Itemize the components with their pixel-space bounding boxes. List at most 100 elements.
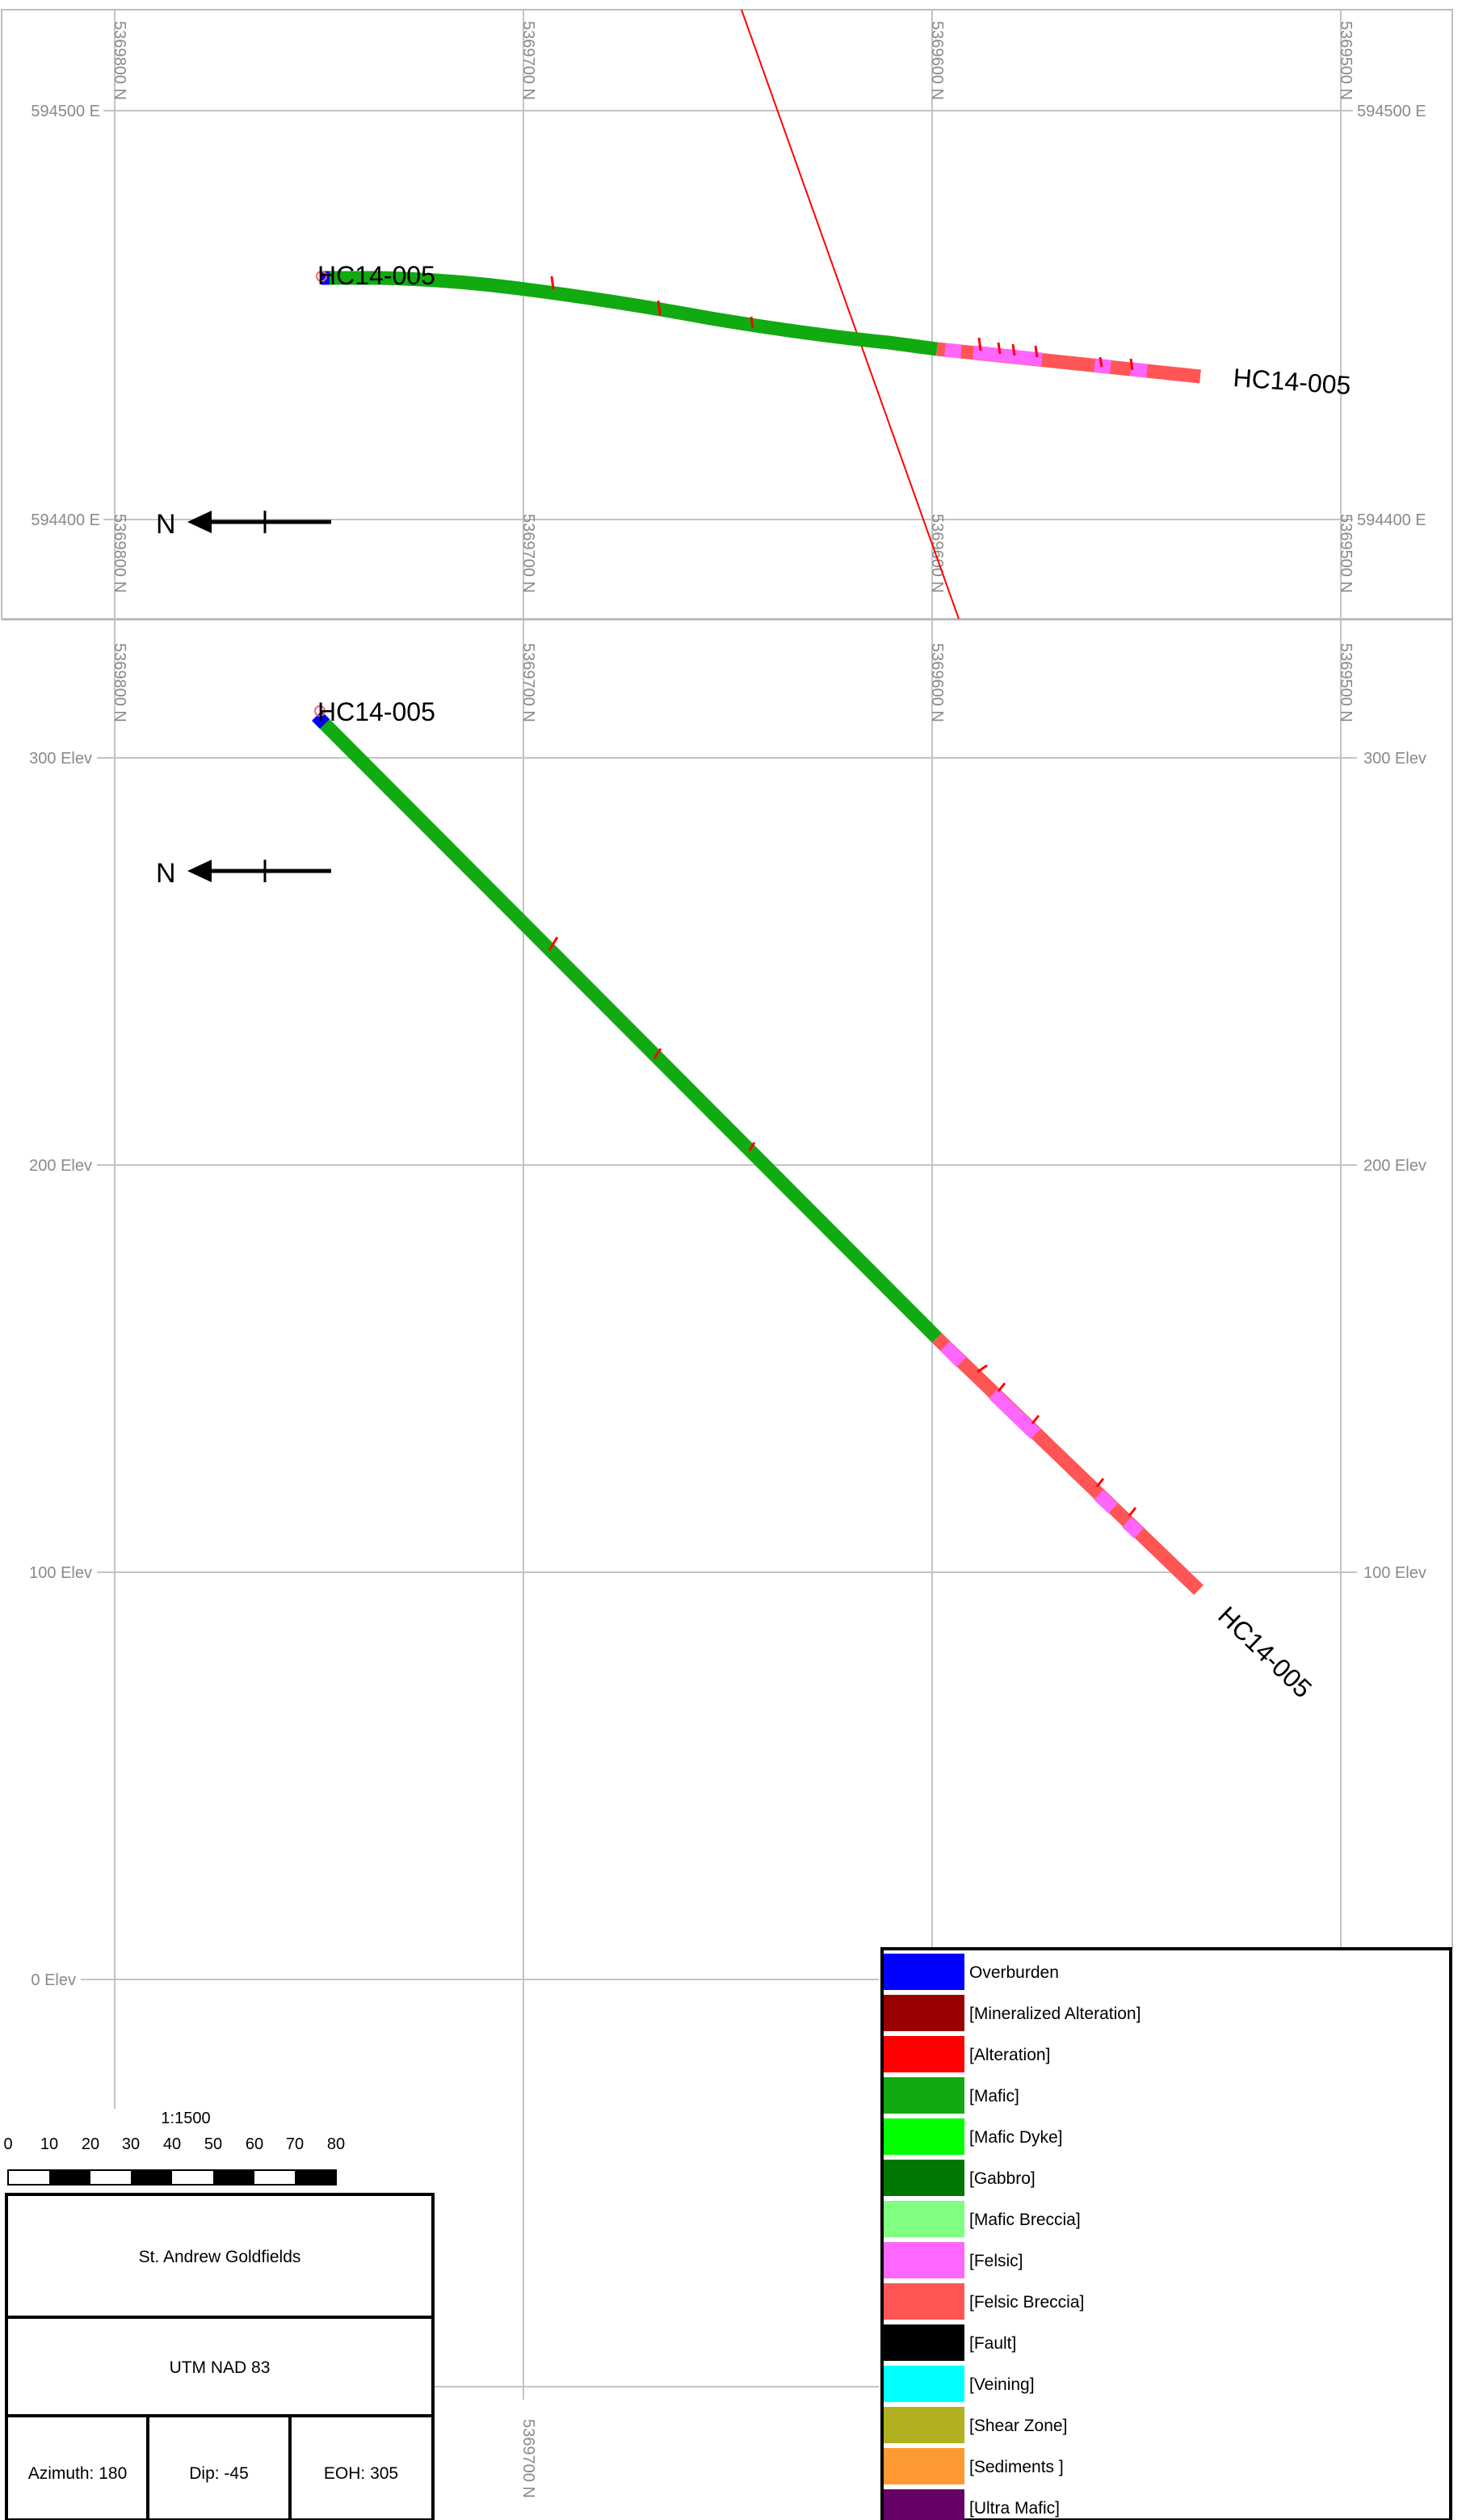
legend-item: Overburden: [884, 1954, 1059, 1990]
plan-y-tick-left: 594500 E: [31, 103, 100, 120]
section-x-tick-top: 5369700 N: [519, 643, 537, 722]
legend-label: [Alteration]: [969, 2046, 1050, 2064]
section-hole-trace-felsic-breccia: [932, 1332, 1204, 1596]
legend: Overburden [Mineralized Alteration] [Alter…: [884, 1954, 1141, 2520]
legend-swatch: [884, 2118, 964, 2155]
legend-item: [Felsic]: [884, 2242, 1023, 2278]
legend-item: [Alteration]: [884, 2036, 1050, 2072]
legend-swatch: [884, 2036, 964, 2072]
title-block: St. Andrew Goldfields UTM NAD 83 Azimuth…: [5, 2193, 435, 2520]
scale-label: 50: [204, 2135, 222, 2153]
legend-label: [Sediments ]: [969, 2458, 1064, 2476]
legend-label: [Felsic]: [969, 2252, 1023, 2270]
legend-swatch: [884, 2489, 964, 2520]
legend-label: [Gabbro]: [969, 2169, 1036, 2188]
company-name: St. Andrew Goldfields: [139, 2248, 301, 2266]
legend-swatch: [884, 1954, 964, 1990]
legend-label: [Felsic Breccia]: [969, 2293, 1084, 2312]
scale-label: 20: [82, 2135, 99, 2153]
plan-x-tick-mid: 5369600 N: [928, 514, 946, 593]
legend-item: [Mineralized Alteration]: [884, 1995, 1141, 2031]
scale-label: 80: [327, 2135, 345, 2153]
legend-item: [Felsic Breccia]: [884, 2283, 1084, 2320]
azimuth: Azimuth: 180: [28, 2464, 128, 2483]
legend-swatch: [884, 2160, 964, 2196]
section-y-tick-right: 300 Elev: [1363, 750, 1426, 768]
scale-label: 40: [163, 2135, 181, 2153]
legend-swatch: [884, 2283, 964, 2320]
section-y-tick-left: 0 Elev: [31, 1971, 76, 1989]
legend-item: [Veining]: [884, 2366, 1035, 2402]
plan-x-tick-mid: 5369700 N: [519, 514, 537, 593]
section-y-tick-left: 300 Elev: [29, 750, 92, 768]
legend-item: [Ultra Mafic]: [884, 2489, 1060, 2520]
legend-swatch: [884, 1995, 964, 2031]
legend-swatch: [884, 2448, 964, 2484]
scale-label: 0: [3, 2135, 12, 2153]
plan-view: 5369800 N 5369700 N 5369600 N 5369500 N …: [1, 9, 1453, 620]
plan-hole-trace-felsic: [973, 345, 1043, 367]
plan-y-tick-right: 594400 E: [1357, 511, 1426, 529]
legend-item: [Mafic Dyke]: [884, 2118, 1063, 2155]
legend-item: [Shear Zone]: [884, 2407, 1067, 2443]
plan-x-tick-mid: 5369800 N: [111, 514, 128, 593]
legend-item: [Mafic]: [884, 2077, 1019, 2114]
legend-label: [Fault]: [969, 2334, 1016, 2353]
scale-ratio: 1:1500: [161, 2110, 210, 2127]
section-alteration-ticks: [548, 936, 1137, 1517]
plan-alteration-ticks: [550, 276, 1134, 371]
legend-item: [Fault]: [884, 2324, 1016, 2361]
scale-label: 70: [286, 2135, 304, 2153]
plan-x-tick-mid: 5369500 N: [1337, 514, 1355, 593]
plan-x-tick-top: 5369700 N: [519, 21, 537, 100]
section-x-tick-bottom: 5369700 N: [519, 2419, 537, 2498]
legend-item: [Gabbro]: [884, 2160, 1036, 2196]
section-hole-trace-mafic: [314, 713, 943, 1344]
datum: UTM NAD 83: [170, 2358, 271, 2377]
section-hole-label-end: HC14-005: [1212, 1601, 1317, 1703]
scale-label: 30: [122, 2135, 140, 2153]
legend-label: [Shear Zone]: [969, 2417, 1067, 2435]
plan-y-tick-right: 594500 E: [1357, 103, 1426, 120]
legend-swatch: [884, 2324, 964, 2361]
legend-swatch: [884, 2366, 964, 2402]
legend-label: Overburden: [969, 1963, 1059, 1982]
section-line: [741, 9, 960, 620]
section-y-tick-right: 200 Elev: [1363, 1157, 1426, 1175]
legend-box: [880, 1947, 1452, 2520]
section-overburden: [311, 710, 330, 730]
plan-x-tick-top: 5369500 N: [1337, 21, 1355, 100]
legend-label: [Mineralized Alteration]: [969, 2005, 1141, 2023]
legend-swatch: [884, 2407, 964, 2443]
plan-y-tick-left: 594400 E: [31, 511, 100, 529]
plan-x-tick-top: 5369800 N: [111, 21, 128, 100]
plan-hole-trace-mafic: [326, 271, 939, 356]
scale-bar: 1:1500 0 10 20 30 40 50 60 70 80: [3, 2110, 345, 2186]
section-hole-label-collar: HC14-005: [317, 697, 435, 726]
section-y-tick-left: 200 Elev: [29, 1157, 92, 1175]
section-x-tick-top: 5369500 N: [1337, 643, 1355, 722]
north-arrow-label: N: [156, 509, 176, 540]
legend-label: [Veining]: [969, 2375, 1035, 2394]
scale-label: 60: [246, 2135, 263, 2153]
plan-hole-label-collar: HC14-005: [317, 261, 435, 290]
north-arrow: N: [156, 509, 331, 540]
plan-hole-label-end: HC14-005: [1233, 363, 1352, 400]
legend-label: [Mafic]: [969, 2087, 1019, 2106]
section-x-tick-top: 5369600 N: [928, 643, 946, 722]
north-arrow-label: N: [156, 858, 176, 889]
section-y-tick-left: 100 Elev: [29, 1564, 92, 1582]
section-view: 5369800 N 5369700 N 5369600 N 5369500 N …: [2, 619, 1453, 2498]
legend-item: [Sediments ]: [884, 2448, 1064, 2484]
north-arrow: N: [156, 858, 331, 889]
legend-item: [Mafic Breccia]: [884, 2201, 1081, 2237]
plan-x-tick-top: 5369600 N: [928, 21, 946, 100]
legend-label: [Ultra Mafic]: [969, 2499, 1060, 2518]
section-x-tick-top: 5369800 N: [111, 643, 128, 722]
legend-label: [Mafic Dyke]: [969, 2128, 1063, 2147]
dip: Dip: -45: [189, 2464, 249, 2483]
legend-swatch: [884, 2201, 964, 2237]
scale-label: 10: [40, 2135, 58, 2153]
legend-label: [Mafic Breccia]: [969, 2211, 1081, 2229]
section-hole-trace-felsic: [989, 1388, 1040, 1440]
